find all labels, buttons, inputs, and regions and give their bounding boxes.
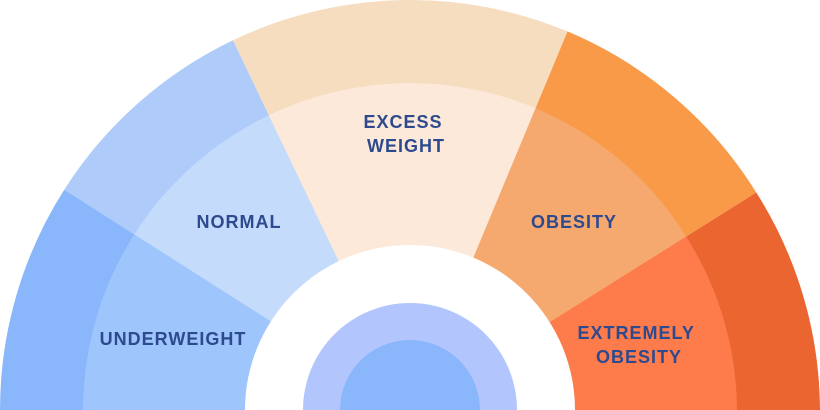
label-extremely-obesity: EXTREMELY OBESITY bbox=[577, 323, 700, 367]
label-underweight: UNDERWEIGHT bbox=[100, 329, 247, 349]
label-excess-weight: EXCESS WEIGHT bbox=[363, 112, 448, 156]
label-normal: NORMAL bbox=[197, 212, 282, 232]
hub-inner bbox=[340, 340, 480, 410]
label-obesity: OBESITY bbox=[531, 212, 617, 232]
